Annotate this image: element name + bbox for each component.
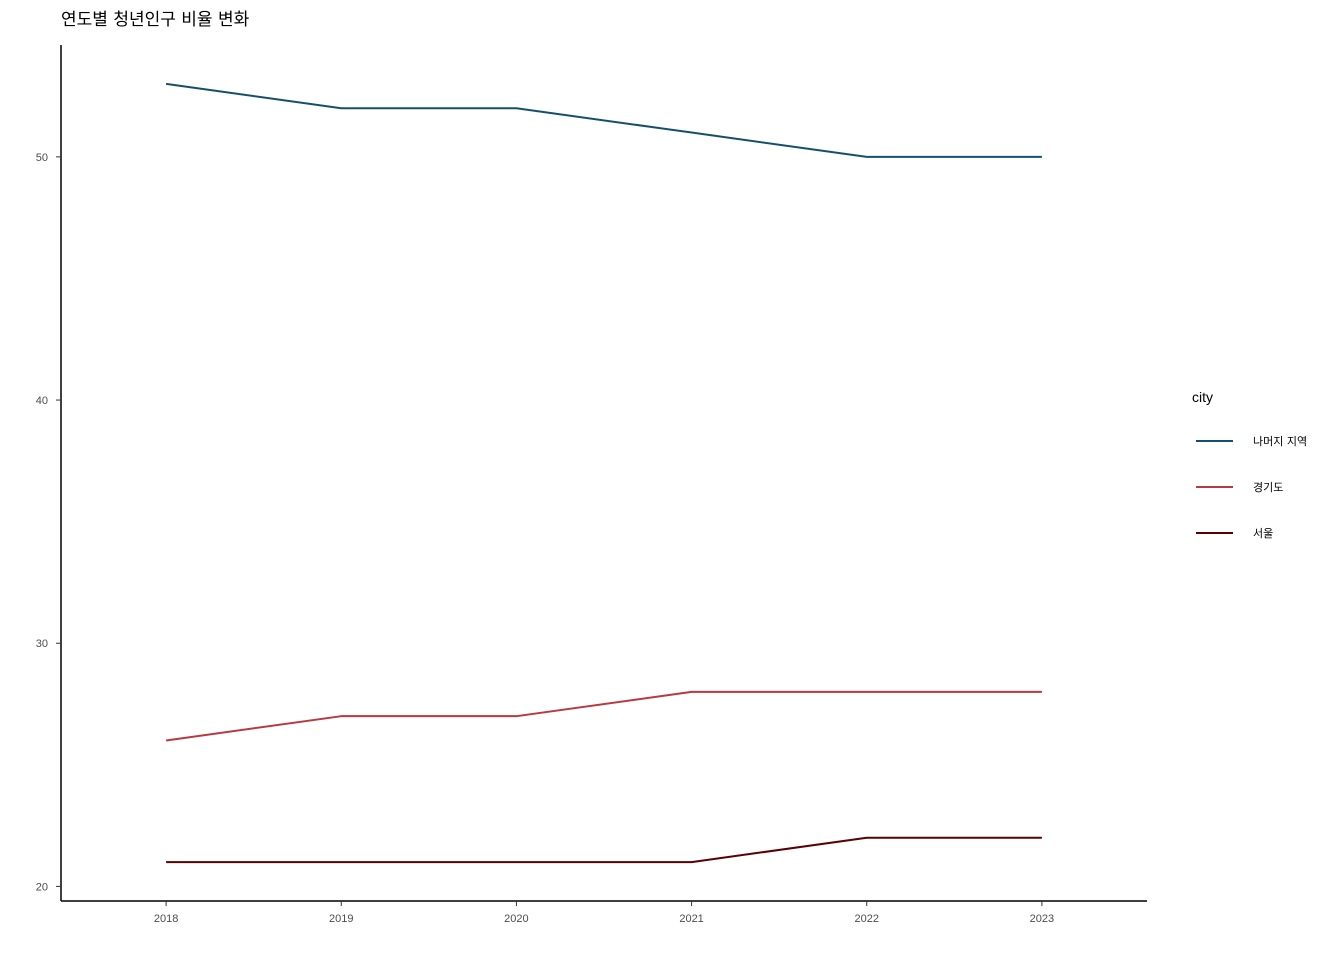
legend-label: 나머지 지역 [1253, 435, 1308, 448]
y-tick-label: 30 [36, 638, 48, 650]
series-line [166, 836, 1042, 864]
series-layer [165, 82, 1042, 864]
axes: 20 30 40 50 2018 2019 2020 2021 2022 2023 [36, 45, 1147, 925]
legend-item: 서울 [1192, 521, 1340, 545]
x-tick-label: 2023 [1030, 913, 1054, 925]
legend-title: city [1192, 389, 1213, 405]
legend-label: 경기도 [1253, 481, 1284, 494]
series-line [165, 82, 1042, 158]
legend: city 나머지 지역 경기도 서울 [1192, 386, 1340, 567]
x-tick-label: 2018 [154, 913, 178, 925]
legend-key [1196, 440, 1233, 442]
y-tick-label: 20 [36, 881, 48, 893]
x-tick-label: 2021 [679, 913, 703, 925]
legend-item: 나머지 지역 [1192, 429, 1340, 453]
x-tick-label: 2019 [329, 913, 353, 925]
legend-key [1196, 532, 1233, 534]
legend-label: 서울 [1253, 527, 1274, 540]
legend-key [1196, 486, 1233, 488]
y-tick-label: 50 [36, 152, 48, 164]
legend-item: 경기도 [1192, 475, 1340, 499]
chart-title: 연도별 청년인구 비율 변화 [61, 10, 250, 30]
x-tick-label: 2022 [854, 913, 878, 925]
y-tick-label: 40 [36, 395, 48, 407]
series-line [165, 690, 1042, 742]
x-tick-label: 2020 [504, 913, 528, 925]
